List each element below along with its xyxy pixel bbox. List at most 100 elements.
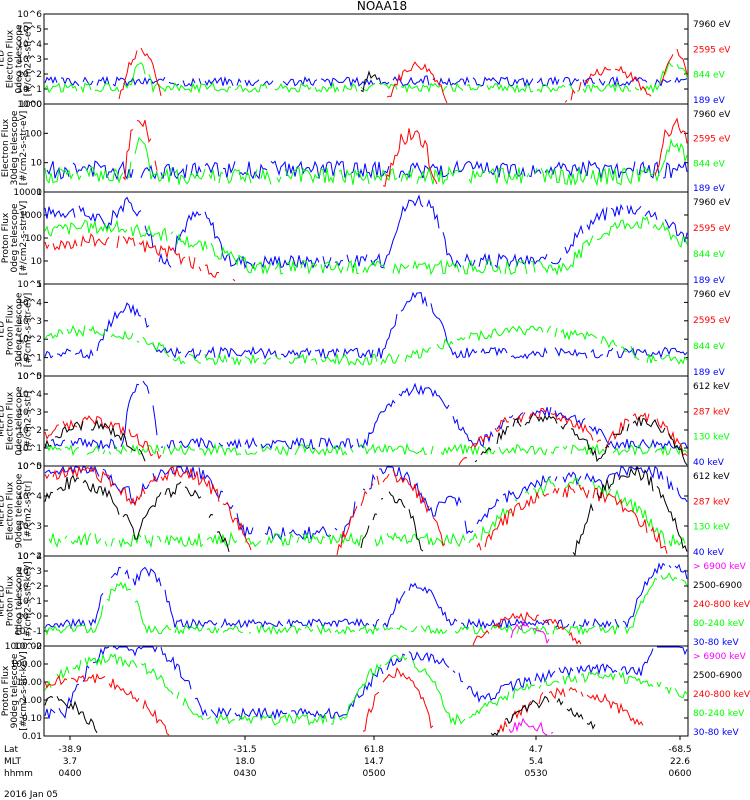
y-tick-label: 10000 <box>13 188 42 198</box>
y-axis-label-line: 30deg telescope <box>15 292 25 367</box>
y-tick-label: 10^3 <box>17 408 42 418</box>
y-tick-label: 10^4 <box>17 492 42 502</box>
y-tick-label: 10^5 <box>17 25 42 35</box>
panel-1: 10^0 10^1 10^2 10^3 10^4 10^5 10^6 TEDElectron … <box>0 10 731 110</box>
y-tick-label: 10^4 <box>17 40 42 50</box>
panel-3: 1 10 100 1000 10000 Proton Flux0deg telescope… <box>1 188 731 290</box>
y-axis-label-line: Electron Flux <box>6 29 16 88</box>
x-tick-label-mlt: 18.0 <box>235 757 255 767</box>
panel-5: 10^0 10^1 10^2 10^3 10^4 10^5 MEPEDElectron Fl… <box>0 372 730 472</box>
x-tick-label-mlt: 22.6 <box>670 757 690 767</box>
y-tick-label: 10^2 <box>17 70 42 80</box>
series-red <box>45 668 649 735</box>
y-tick-label: 10^2 <box>17 426 42 436</box>
y-tick-label: 1000 <box>19 100 42 110</box>
x-tick-label-mlt: 3.7 <box>63 757 77 767</box>
y-tick-label: 10^0 <box>17 100 42 110</box>
series-green <box>46 442 688 457</box>
series-green <box>44 324 688 367</box>
legend-entry: 844 eV <box>693 71 726 81</box>
y-tick-label: 10^1 <box>17 354 42 364</box>
legend-entry: 2595 eV <box>693 135 731 145</box>
x-row-label: Lat <box>4 745 19 755</box>
y-tick-label: 10^1 <box>17 444 42 454</box>
y-tick-label: 10^0 <box>17 372 42 382</box>
y-axis-label-line: Electron Flux <box>6 481 16 540</box>
y-axis-label-line: Proton Flux <box>6 304 16 355</box>
x-axis: Lat MLT hhmm -38.9 3.7 0400 -31.5 18.0 0430 61.8 1… <box>4 736 692 779</box>
x-tick-label-mlt: 5.4 <box>529 757 544 767</box>
series-blue <box>44 646 688 721</box>
legend-entry: 2595 eV <box>693 45 731 55</box>
legend-entry: 7960 eV <box>693 20 731 30</box>
y-axis-label-line: Proton Flux <box>6 575 16 626</box>
legend-entry: 189 eV <box>693 96 726 106</box>
y-tick-label: 10^1 <box>17 597 42 607</box>
legend-entry: 240-800 keV <box>693 600 750 610</box>
series-green <box>44 653 688 726</box>
y-tick-label: 10^3 <box>17 567 42 577</box>
legend-entry: 612 keV <box>693 382 730 392</box>
legend-entry: 287 keV <box>693 407 730 417</box>
legend-entry: 40 keV <box>693 548 725 558</box>
y-axis-label-line: 0deg telescope <box>15 386 25 456</box>
y-tick-label: 10^0 <box>17 612 42 622</box>
series-magenta <box>510 620 550 645</box>
x-tick-label-lat: -68.5 <box>668 745 691 755</box>
y-tick-label: 10^5 <box>17 372 42 382</box>
y-tick-label: 10^2 <box>17 582 42 592</box>
y-axis-label-line: 90deg telescope <box>15 473 25 548</box>
x-row-label: hhmm <box>4 769 33 779</box>
legend-entry: 844 eV <box>693 342 726 352</box>
y-tick-label: 10^5 <box>17 280 42 290</box>
y-axis-label-line: [#/cm2-s-str-eV] <box>19 111 29 186</box>
y-axis-label-line: [#/cm2-s-str-eV] <box>24 293 34 368</box>
y-tick-label: 10^0 <box>17 462 42 472</box>
legend-entry: 30-80 keV <box>693 638 739 648</box>
legend-entry: 2595 eV <box>693 224 731 234</box>
legend-entry: 30-80 keV <box>693 728 739 738</box>
x-tick-label-hhmm: 0600 <box>669 769 692 779</box>
series-red <box>118 47 688 104</box>
y-tick-label: 10^3 <box>17 55 42 65</box>
series-red <box>44 233 236 282</box>
y-axis-label: MEPEDProton Flux0deg telescope[#/cm2-s-s… <box>0 561 34 640</box>
legend-entry: 7960 eV <box>693 290 731 300</box>
series-magenta <box>508 717 554 736</box>
legend-entry: > 6900 keV <box>693 562 747 572</box>
y-tick-label: 1000.00 <box>5 642 42 652</box>
y-axis-label-line: Electron Flux <box>6 391 16 450</box>
y-tick-label: 10^3 <box>17 317 42 327</box>
y-axis-label: Proton Flux0deg telescope[#/cm2-s-str-eV… <box>1 201 29 276</box>
legend-entry: 7960 eV <box>693 110 731 120</box>
y-tick-label: 10^1 <box>17 85 42 95</box>
series-green <box>44 60 688 95</box>
y-axis-label-line: 0deg telescope <box>15 566 25 636</box>
legend-entry: 80-240 keV <box>693 709 745 719</box>
x-tick-label-lat: 61.8 <box>364 745 384 755</box>
y-tick-label: 10^-1 <box>14 627 42 637</box>
legend-entry: 844 eV <box>693 159 726 169</box>
legend-entry: > 6900 keV <box>693 652 747 662</box>
y-axis-label-line: MEPED <box>0 405 7 437</box>
date-label: 2016 Jan 05 <box>4 790 58 800</box>
y-tick-label: 100 <box>25 234 42 244</box>
y-tick-label: 10^6 <box>17 10 42 20</box>
y-axis-label-line: Electron Flux <box>1 118 11 177</box>
x-tick-label-mlt: 14.7 <box>364 757 384 767</box>
series-blue <box>44 194 688 270</box>
y-tick-label: 10.00 <box>16 678 42 688</box>
y-axis-label-line: Proton Flux <box>1 212 11 263</box>
y-tick-label: 100.00 <box>11 660 43 670</box>
y-axis-label-line: 0deg telescope <box>15 24 25 94</box>
y-axis-label-line: MEPED <box>0 585 7 617</box>
legend-entry: 189 eV <box>693 276 726 286</box>
series-blue <box>44 75 688 88</box>
legend-entry: 7960 eV <box>693 198 731 208</box>
y-tick-label: 10^5 <box>17 462 42 472</box>
y-axis-label: Electron Flux30deg telescope[#/cm2-s-str… <box>1 110 29 185</box>
